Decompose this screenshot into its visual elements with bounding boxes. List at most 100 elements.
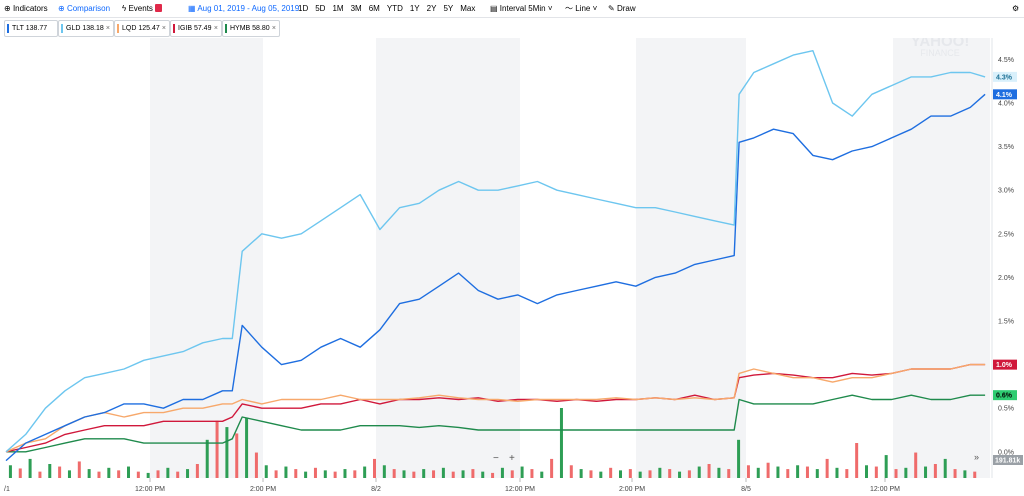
close-icon[interactable]: × [161, 25, 166, 32]
volume-bar [825, 458, 829, 478]
volume-bar [500, 467, 504, 478]
scroll-to-end-button[interactable]: » [974, 452, 979, 462]
volume-bar [746, 465, 750, 478]
range-button-ytd[interactable]: YTD [386, 4, 403, 13]
interval-icon: ▤ [490, 4, 498, 13]
comparison-chip-gld[interactable]: GLD 138.18 × [58, 20, 114, 37]
comparison-chip-label: IGIB 57.49 [178, 25, 212, 32]
comparison-button[interactable]: ⊕ Comparison [58, 4, 111, 13]
series-color-swatch [117, 24, 119, 33]
volume-bar [461, 470, 465, 478]
volume-bar [481, 471, 485, 478]
volume-bar [805, 466, 809, 478]
chevron-down-icon: ˅ [590, 4, 598, 13]
last-value-tag-tlt [993, 89, 1017, 100]
events-button[interactable]: ϟ Events [122, 3, 163, 15]
volume-bar [924, 466, 928, 478]
close-icon[interactable]: × [105, 25, 110, 32]
volume-bar [510, 470, 514, 478]
close-icon[interactable]: × [213, 25, 218, 32]
volume-bar [274, 470, 278, 478]
price-chart[interactable]: YAHOO! FINANCE 4.5% 4.0% 3.5% 3.0% 2.5% 2.0% 1… [0, 38, 1024, 496]
volume-bar [235, 433, 239, 478]
y-tick-label: 2.0% [998, 275, 1014, 282]
x-tick-label: 8/2 [371, 486, 381, 493]
range-button-2y[interactable]: 2Y [426, 4, 437, 13]
date-range-button[interactable]: ▦ Aug 01, 2019 - Aug 05, 2019 [188, 4, 300, 13]
series-line-igib [5, 363, 986, 453]
volume-bar [264, 465, 268, 478]
comparison-chip-hymb[interactable]: HYMB 58.80 × [222, 20, 280, 37]
range-buttons: 1D 5D 1M 3M 6M YTD 1Y 2Y 5Y Max [298, 3, 482, 15]
volume-bar [776, 466, 780, 478]
series-color-swatch [173, 24, 175, 33]
bolt-icon: ϟ [122, 4, 127, 13]
range-button-1d[interactable]: 1D [298, 4, 309, 13]
volume-bar [727, 469, 731, 478]
interval-button[interactable]: ▤ Interval 5Min ˅ [490, 4, 553, 13]
chevron-down-icon: ˅ [545, 4, 553, 13]
range-button-5y[interactable]: 5Y [443, 4, 454, 13]
range-button-5d[interactable]: 5D [315, 4, 326, 13]
volume-bar [530, 469, 534, 478]
volume-bar [894, 469, 898, 478]
volume-bar [491, 472, 495, 478]
x-tick-label: 2:00 PM [619, 486, 645, 493]
zoom-out-button[interactable]: − [493, 453, 499, 464]
last-value-tag-text: 4.1% [996, 92, 1013, 99]
series-color-swatch [7, 24, 9, 33]
volume-bar [678, 471, 682, 478]
zoom-in-button[interactable]: + [509, 453, 515, 464]
settings-gear-icon[interactable]: ⚙ [1012, 4, 1020, 13]
volume-bar [865, 465, 868, 478]
afternoon-band [376, 38, 520, 478]
volume-bar [422, 469, 426, 478]
volume-bar [756, 467, 760, 478]
yahoo-finance-watermark-sub: FINANCE [920, 48, 960, 58]
comparison-chip-label: LQD 125.47 [122, 25, 160, 32]
volume-bar [874, 466, 878, 478]
comparison-chip-igib[interactable]: IGIB 57.49 × [170, 20, 222, 37]
volume-bar [796, 465, 800, 478]
series-line-tlt [5, 93, 986, 462]
close-icon[interactable]: × [271, 25, 276, 32]
volume-bar [963, 470, 967, 478]
range-button-max[interactable]: Max [460, 4, 476, 13]
comparison-chip-label: TLT 138.77 [12, 25, 48, 32]
range-button-1m[interactable]: 1M [332, 4, 344, 13]
volume-bar [156, 470, 160, 478]
volume-bar [67, 470, 71, 478]
range-button-1y[interactable]: 1Y [409, 4, 420, 13]
comparison-chip-label: GLD 138.18 [66, 25, 104, 32]
last-value-tags: 4.3% 4.1% 1.0% 0.6% 191.81k [993, 71, 1023, 465]
volume-bar [737, 439, 741, 478]
volume-bar [619, 470, 622, 478]
volume-bar [333, 471, 337, 478]
volume-bar [786, 469, 790, 478]
y-tick-label: 3.5% [998, 144, 1014, 151]
volume-bar [373, 458, 376, 478]
volume-bar [589, 470, 593, 478]
volume-last-tag [993, 455, 1023, 465]
plus-circle-icon: ⊕ [58, 4, 65, 13]
volume-bar [520, 466, 524, 478]
chart-toolbar: ⊕ Indicators ⊕ Comparison ϟ Events ▦ Aug… [0, 0, 1024, 18]
volume-bar [245, 417, 249, 478]
comparison-chip-tlt[interactable]: TLT 138.77 [4, 20, 58, 37]
x-tick-label: 12:00 PM [870, 486, 900, 493]
volume-bar [540, 471, 544, 478]
comparison-chip-lqd[interactable]: LQD 125.47 × [114, 20, 170, 37]
indicators-button[interactable]: ⊕ Indicators [4, 4, 48, 13]
volume-bar [195, 464, 199, 478]
y-tick-label: 4.5% [998, 57, 1014, 64]
chart-type-button[interactable]: 〜 Line ˅ [565, 4, 598, 13]
range-button-6m[interactable]: 6M [368, 4, 380, 13]
volume-bar [579, 469, 583, 478]
draw-button[interactable]: ✎ Draw [608, 4, 636, 13]
volume-bar [38, 471, 42, 478]
volume-bar [550, 458, 554, 478]
range-button-3m[interactable]: 3M [350, 4, 362, 13]
volume-bar [471, 469, 475, 478]
volume-bar [166, 467, 170, 478]
series-lines [5, 49, 986, 462]
